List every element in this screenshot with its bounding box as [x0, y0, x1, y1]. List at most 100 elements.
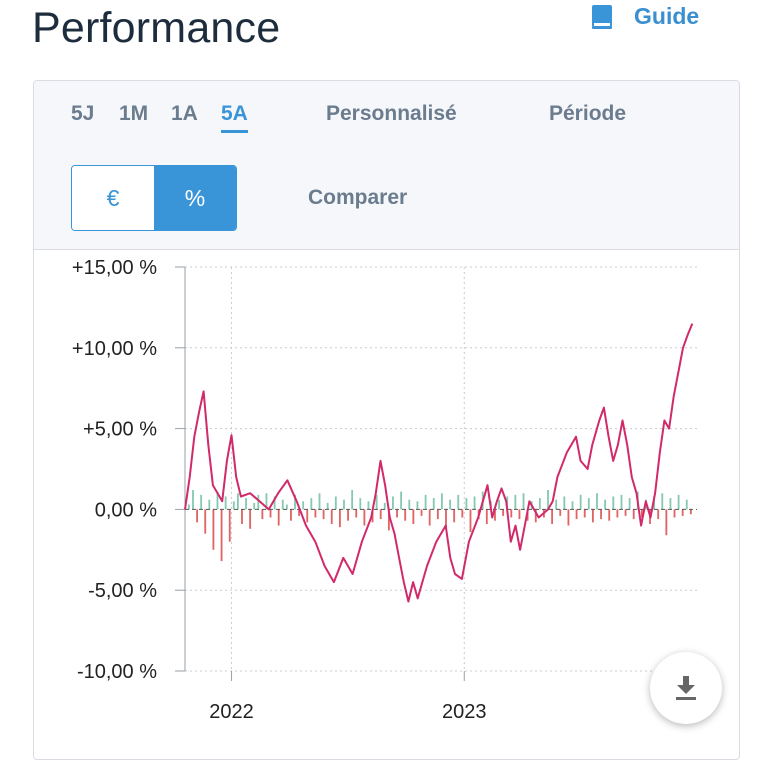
euro-toggle-button[interactable]: €: [72, 166, 154, 230]
daily-bar: [347, 509, 349, 521]
daily-bar: [261, 509, 264, 520]
daily-bar: [387, 509, 390, 531]
tab-1m[interactable]: 1M: [119, 102, 149, 125]
daily-bar: [559, 509, 562, 516]
daily-bar: [367, 501, 370, 510]
daily-bar: [392, 496, 394, 510]
download-icon: [676, 676, 696, 700]
daily-bar: [322, 509, 325, 520]
daily-bar: [591, 509, 594, 523]
daily-bar: [669, 498, 672, 510]
tab-personnalise[interactable]: Personnalisé: [326, 102, 457, 125]
y-tick-label: -10,00 %: [77, 661, 157, 683]
daily-bar: [400, 491, 403, 510]
daily-bar: [236, 493, 239, 510]
daily-bar: [200, 494, 203, 510]
daily-bar: [306, 509, 309, 523]
daily-bar: [212, 509, 215, 550]
daily-bar: [216, 491, 219, 510]
tab-5a[interactable]: 5A: [221, 102, 248, 133]
daily-bar: [318, 493, 321, 510]
daily-bar: [534, 509, 537, 523]
daily-bar: [436, 509, 439, 520]
y-tick-label: 0,00 %: [95, 499, 157, 521]
daily-bar: [420, 509, 423, 516]
daily-bar: [514, 494, 517, 510]
daily-bar: [616, 509, 619, 518]
daily-bar: [396, 509, 398, 518]
daily-bar: [600, 509, 602, 520]
card-header: 5J 1M 1A 5A Personnalisé Période € % Com…: [34, 81, 739, 250]
daily-bar: [188, 504, 190, 510]
tab-periode[interactable]: Période: [549, 102, 627, 125]
daily-bar: [469, 509, 472, 533]
daily-bar: [428, 509, 431, 526]
daily-bar: [298, 509, 301, 516]
daily-bar: [465, 498, 468, 510]
daily-bar: [502, 509, 505, 516]
download-button[interactable]: [650, 652, 722, 724]
daily-bar: [661, 493, 664, 510]
daily-bar: [294, 494, 296, 510]
daily-bar: [681, 509, 684, 516]
daily-bar: [416, 501, 419, 510]
daily-bar: [314, 509, 317, 518]
unit-toggle: € %: [71, 165, 237, 231]
tab-5j[interactable]: 5J: [71, 102, 95, 125]
daily-bar: [657, 509, 660, 520]
daily-bar: [249, 509, 252, 529]
compare-button[interactable]: Comparer: [308, 186, 408, 209]
daily-bar: [330, 509, 333, 524]
daily-bar: [285, 504, 288, 510]
daily-bar: [608, 509, 611, 521]
daily-bar: [310, 498, 313, 510]
daily-bar: [665, 509, 668, 536]
daily-bar: [351, 490, 354, 510]
percent-toggle-button[interactable]: %: [154, 166, 236, 230]
daily-bar: [269, 509, 272, 518]
daily-bar: [567, 509, 570, 526]
daily-bar: [632, 509, 635, 520]
daily-bar: [273, 496, 276, 510]
daily-bar: [204, 509, 207, 534]
daily-bar: [412, 509, 415, 524]
daily-bar: [232, 501, 235, 510]
daily-bar: [424, 494, 427, 510]
guide-label: Guide: [634, 3, 700, 29]
daily-bar: [494, 509, 496, 521]
daily-bar: [522, 493, 525, 510]
daily-bar: [228, 509, 231, 542]
daily-bar: [338, 509, 341, 528]
performance-line: [184, 323, 694, 603]
daily-bar: [245, 498, 247, 510]
daily-bar: [575, 509, 578, 520]
book-icon: [592, 4, 612, 29]
daily-bar: [563, 496, 566, 510]
daily-bar: [624, 509, 627, 516]
daily-bar: [290, 509, 292, 521]
daily-bar: [453, 509, 456, 523]
daily-bar: [375, 494, 378, 510]
daily-bar: [208, 499, 211, 510]
daily-bar: [612, 496, 615, 510]
daily-bar: [302, 501, 305, 510]
tab-1a[interactable]: 1A: [171, 102, 198, 125]
daily-bar: [449, 499, 451, 510]
y-tick-label: +10,00 %: [72, 338, 157, 360]
daily-bar: [432, 498, 435, 510]
daily-bar: [510, 509, 513, 518]
y-tick-label: -5,00 %: [88, 580, 157, 602]
daily-bar: [334, 496, 337, 510]
daily-bar: [547, 490, 549, 510]
daily-bar: [461, 509, 464, 518]
guide-link[interactable]: Guide: [590, 3, 699, 30]
daily-bar: [441, 493, 443, 510]
daily-bar: [689, 509, 692, 515]
daily-bar: [379, 509, 382, 520]
daily-bar: [551, 509, 554, 524]
daily-bar: [253, 502, 256, 510]
y-tick-label: +15,00 %: [72, 257, 157, 279]
daily-bar: [371, 509, 374, 523]
daily-bar: [485, 509, 488, 524]
